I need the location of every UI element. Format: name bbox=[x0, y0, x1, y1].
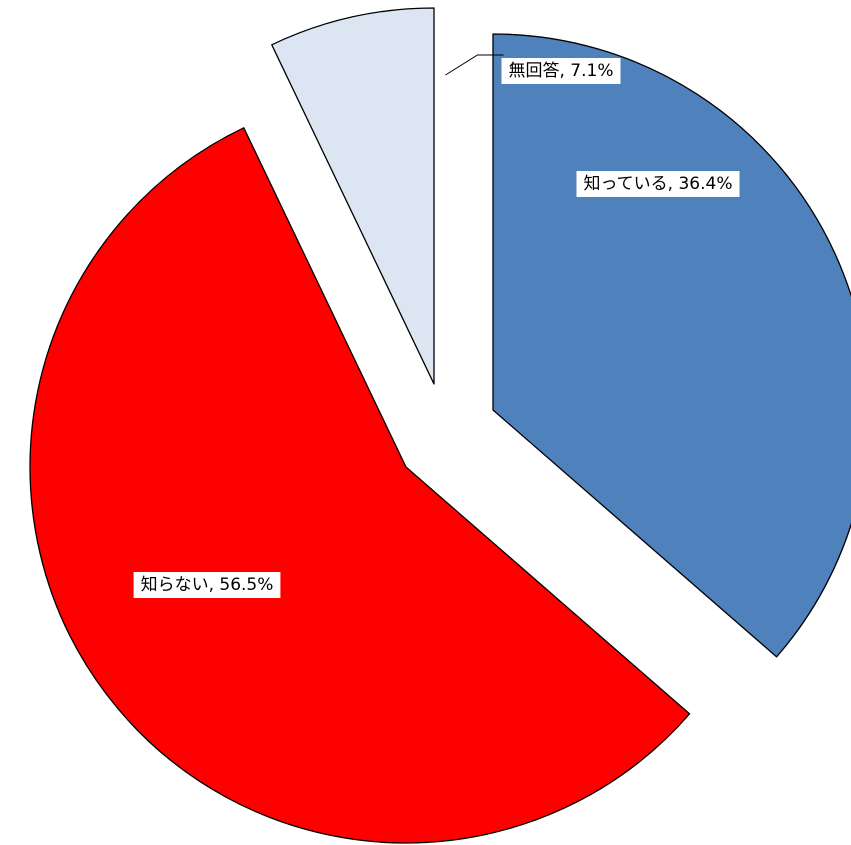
data-label-3: 無回答, 7.1% bbox=[501, 58, 621, 84]
pie-labels: 知っている, 36.4% 知らない, 56.5% 無回答, 7.1% bbox=[133, 54, 740, 598]
data-label-2: 知らない, 56.5% bbox=[133, 572, 281, 598]
data-label-1: 知っている, 36.4% bbox=[576, 171, 740, 197]
pie-slice-2 bbox=[29, 127, 691, 844]
data-label-box bbox=[576, 171, 740, 197]
leader-line bbox=[445, 54, 504, 76]
pie-slice-3 bbox=[271, 7, 435, 385]
pie-slice-1 bbox=[492, 33, 851, 658]
data-label-box bbox=[133, 572, 281, 598]
data-label-text: 知っている, 36.4% bbox=[584, 174, 733, 194]
data-label-text: 無回答, 7.1% bbox=[509, 61, 614, 81]
data-label-text: 知らない, 56.5% bbox=[141, 575, 274, 595]
pie-slices bbox=[29, 7, 851, 844]
data-label-box bbox=[501, 58, 621, 84]
